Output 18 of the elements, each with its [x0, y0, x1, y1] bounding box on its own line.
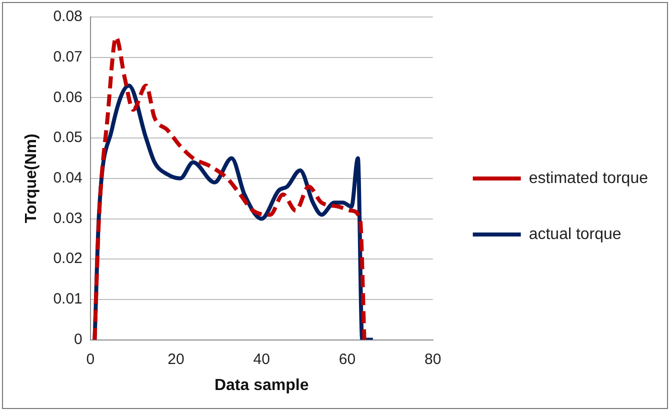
y-tick-label: 0.03: [53, 210, 82, 227]
x-tick-label: 20: [168, 350, 184, 368]
y-tick-label: 0: [74, 330, 82, 348]
legend-label: estimated torque: [528, 170, 648, 187]
y-tick-label: 0.07: [53, 48, 82, 66]
y-axis-title: Torque(Nm): [23, 134, 40, 224]
legend-label: actual torque: [528, 226, 622, 243]
y-tick-label: 0.02: [53, 250, 82, 268]
x-tick-label: 80: [424, 350, 442, 368]
y-tick-label: 0.05: [53, 129, 82, 146]
y-tick-label: 0.08: [53, 8, 82, 26]
x-axis-title: Data sample: [214, 376, 309, 394]
x-tick-label: 0: [86, 350, 95, 368]
x-tick-label: 60: [338, 350, 356, 368]
y-tick-label: 0.04: [53, 170, 82, 187]
y-tick-label: 0.06: [53, 88, 82, 106]
y-tick-label: 0.01: [53, 290, 82, 308]
x-tick-label: 40: [253, 350, 270, 368]
